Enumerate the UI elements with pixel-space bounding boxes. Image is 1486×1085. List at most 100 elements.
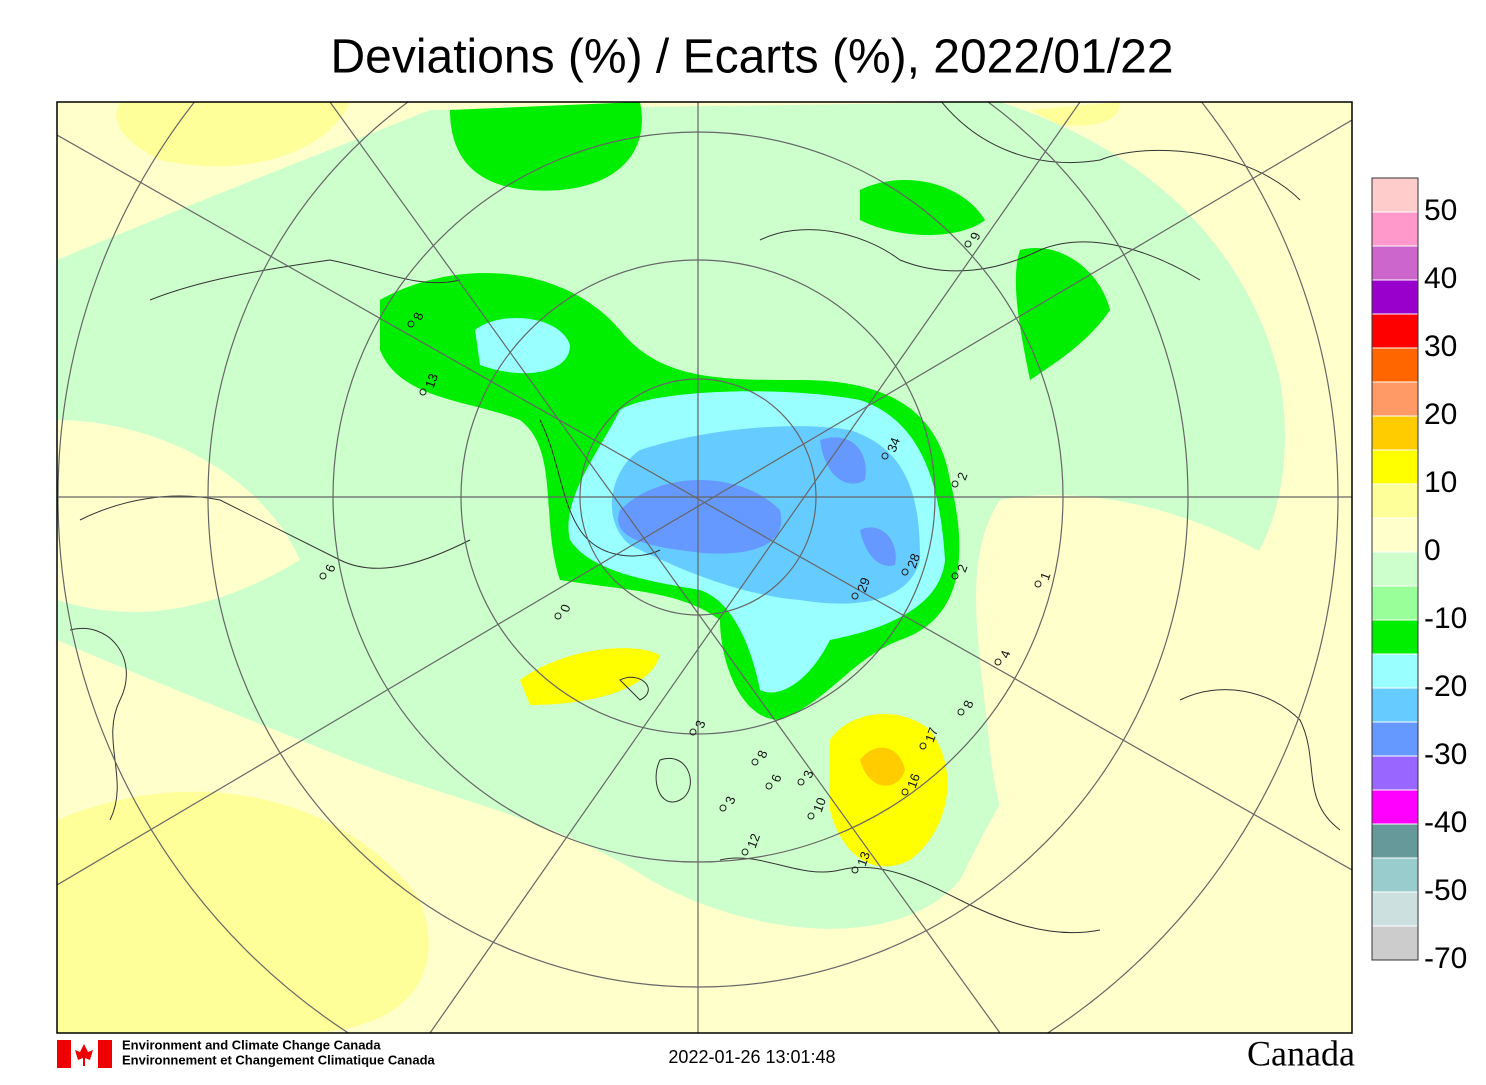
station-marker — [957, 708, 965, 716]
station-value: 1 — [1037, 570, 1054, 582]
station-marker — [689, 728, 697, 736]
station-value: 17 — [922, 725, 941, 744]
colorbar-swatch — [1371, 279, 1419, 315]
footer: Environment and Climate Change Canada En… — [57, 1033, 1355, 1073]
colorbar-swatch — [1371, 789, 1419, 825]
station-marker — [851, 592, 859, 600]
station-value: 0 — [557, 602, 574, 614]
colorbar-swatch — [1371, 245, 1419, 281]
station-value: 9 — [967, 230, 984, 242]
station-marker — [919, 742, 927, 750]
colorbar-label: -10 — [1424, 602, 1467, 635]
station-marker — [901, 788, 909, 796]
station-marker — [554, 612, 562, 620]
colorbar-swatch — [1371, 857, 1419, 893]
agency-fr: Environnement et Changement Climatique C… — [122, 1052, 436, 1067]
colorbar-swatch — [1371, 177, 1419, 213]
colorbar-swatch — [1371, 347, 1419, 383]
colorbar-label: 40 — [1424, 262, 1457, 295]
colorbar-swatch — [1371, 721, 1419, 757]
station-marker — [881, 452, 889, 460]
colorbar-swatch — [1371, 653, 1419, 689]
station-value: 12 — [744, 831, 763, 850]
coastlines — [69, 102, 1341, 934]
station-value: 8 — [960, 698, 977, 710]
colorbar-label: -20 — [1424, 670, 1467, 703]
colorbar-swatch — [1371, 381, 1419, 417]
station-value: 28 — [904, 551, 923, 570]
colorbar-swatch — [1371, 551, 1419, 587]
station-marker — [407, 320, 415, 328]
wordmark: Canada — [1247, 1033, 1355, 1073]
map: 8 13 34 2 28 29 2 1 4 8 17 16 13 12 3 3 6 8 3 10 0 6 9 — [57, 102, 1352, 1033]
colorbar-label: 20 — [1424, 398, 1457, 431]
station-value: 16 — [904, 771, 923, 790]
station-value: 6 — [768, 772, 785, 784]
agency-en: Environment and Climate Change Canada — [122, 1037, 381, 1052]
station-labels: 8 13 34 2 28 29 2 1 4 8 17 16 13 12 3 3 6 8 3 10 0 6 9 — [319, 230, 1054, 874]
colorbar-swatch — [1371, 483, 1419, 519]
station-marker — [319, 572, 327, 580]
station-value: 10 — [810, 795, 829, 814]
station-value: 13 — [854, 849, 873, 868]
station-marker — [851, 866, 859, 874]
flag-bar — [57, 1040, 71, 1068]
station-value: 2 — [954, 470, 971, 482]
station-marker — [964, 240, 972, 248]
station-value: 2 — [954, 562, 971, 574]
station-marker — [951, 572, 959, 580]
colorbar-frame — [1371, 177, 1419, 961]
colorbar-swatch — [1371, 415, 1419, 451]
station-marker — [751, 758, 759, 766]
colorbar-label: 0 — [1424, 534, 1441, 567]
station-marker — [901, 568, 909, 576]
station-marker — [807, 812, 815, 820]
colorbar-label: -50 — [1424, 874, 1467, 907]
station-value: 13 — [422, 371, 441, 390]
station-value: 6 — [322, 562, 339, 574]
station-value: 34 — [884, 435, 903, 454]
station-value: 3 — [722, 794, 739, 806]
colorbar-label: -40 — [1424, 806, 1467, 839]
timestamp: 2022-01-26 13:01:48 — [668, 1047, 835, 1067]
flag-leaf — [75, 1044, 93, 1066]
contour-fills — [57, 102, 1352, 1033]
title: Deviations (%) / Ecarts (%), 2022/01/22 — [330, 31, 1173, 84]
station-marker — [797, 778, 805, 786]
colorbar-label: -30 — [1424, 738, 1467, 771]
colorbar-label: 10 — [1424, 466, 1457, 499]
colorbar-label: 30 — [1424, 330, 1457, 363]
station-marker — [419, 388, 427, 396]
station-marker — [1034, 580, 1042, 588]
station-value: 4 — [997, 648, 1014, 660]
colorbar-swatch — [1371, 823, 1419, 859]
colorbar-label: -70 — [1424, 942, 1467, 975]
map-frame — [56, 101, 1353, 1034]
colorbar-label: 50 — [1424, 194, 1457, 227]
colorbar: 50 40 30 20 10 0 -10 -20 -30 -40 -50 -70 — [1371, 177, 1467, 975]
station-marker — [741, 848, 749, 856]
colorbar-swatch — [1371, 517, 1419, 553]
station-value: 8 — [754, 748, 771, 760]
station-marker — [765, 782, 773, 790]
station-marker — [719, 804, 727, 812]
colorbar-swatch — [1371, 313, 1419, 349]
flag-bar — [98, 1040, 112, 1068]
colorbar-swatch — [1371, 619, 1419, 655]
station-value: 8 — [410, 310, 427, 322]
colorbar-swatch — [1371, 755, 1419, 791]
colorbar-swatch — [1371, 211, 1419, 247]
colorbar-swatch — [1371, 585, 1419, 621]
colorbar-swatch — [1371, 891, 1419, 927]
station-value: 3 — [692, 718, 709, 730]
station-value: 3 — [800, 768, 817, 780]
colorbar-swatch — [1371, 925, 1419, 961]
station-marker — [994, 658, 1002, 666]
colorbar-swatch — [1371, 449, 1419, 485]
station-marker — [951, 480, 959, 488]
graticule — [57, 102, 1352, 1033]
colorbar-swatch — [1371, 687, 1419, 723]
station-value: 29 — [854, 575, 873, 594]
